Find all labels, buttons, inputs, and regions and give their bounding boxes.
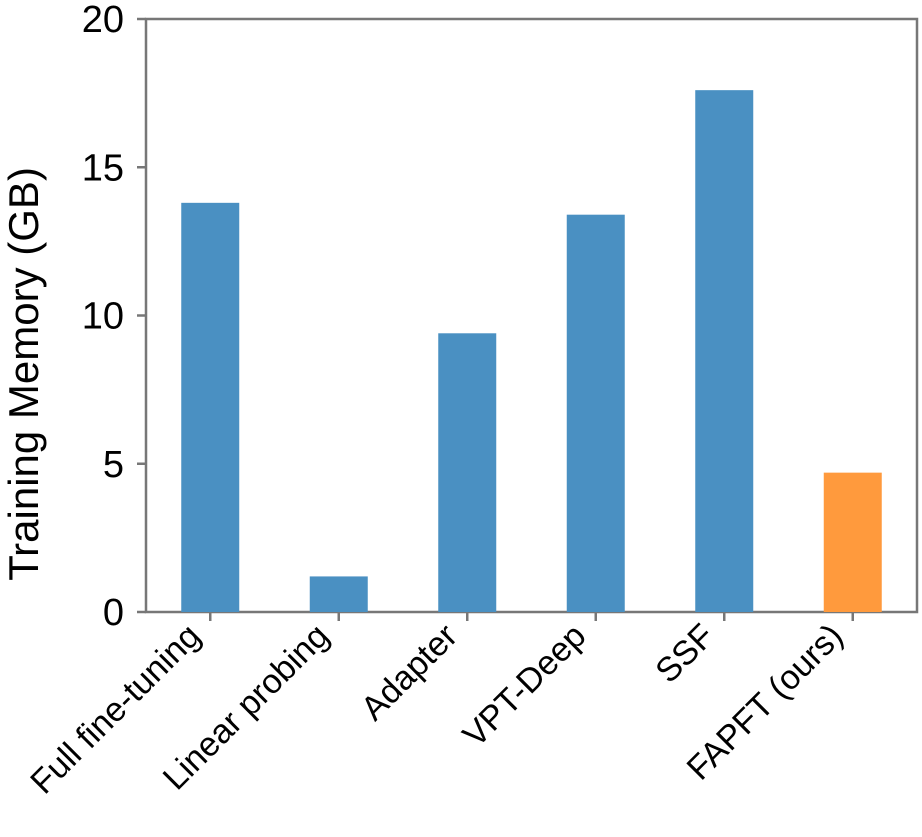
bar-ssf — [695, 90, 754, 612]
x-tick-label: VPT-Deep — [456, 617, 594, 755]
bar-linear-probing — [309, 576, 368, 612]
y-tick-label: 20 — [82, 0, 124, 41]
y-axis-title: Training Memory (GB) — [0, 167, 47, 581]
y-tick-label: 5 — [103, 444, 124, 486]
y-tick-label: 15 — [82, 147, 124, 189]
y-axis-ticks: 0 5 10 15 20 — [82, 0, 146, 634]
bars — [181, 90, 882, 612]
x-tick-label: SSF — [648, 617, 722, 691]
x-tick-label: Adapter — [354, 617, 465, 728]
bar-full-fine-tuning — [181, 202, 240, 612]
y-tick-label: 0 — [103, 592, 124, 634]
plot-area — [144, 17, 919, 614]
plot-frame — [144, 17, 919, 614]
y-tick-label: 10 — [82, 296, 124, 338]
bar-fapft-ours — [823, 472, 882, 612]
bar-adapter — [438, 333, 497, 612]
bar-vpt-deep — [566, 214, 625, 612]
